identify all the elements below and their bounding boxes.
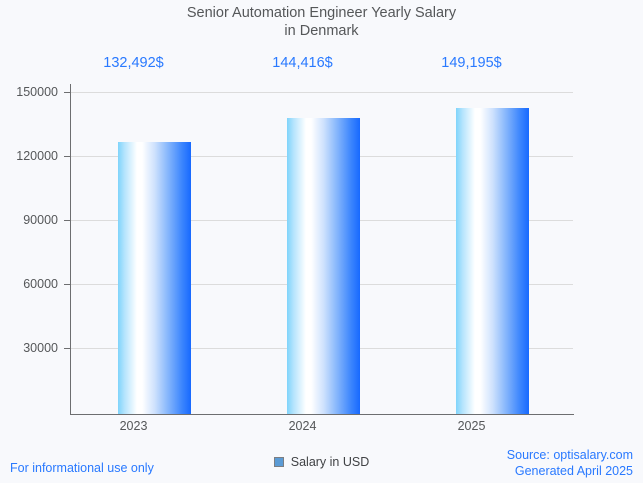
chart-title: Senior Automation Engineer Yearly Salary… (186, 5, 457, 39)
y-tick-mark (64, 348, 70, 350)
plot-area (71, 92, 573, 414)
x-axis-tick-label-2024: 2024 (288, 419, 317, 433)
data-label-2024: 144,416$ (272, 55, 333, 71)
gridline-150000 (71, 92, 573, 93)
y-tick-mark (64, 92, 70, 94)
x-axis-line (70, 413, 574, 415)
legend-item-label[interactable]: Salary in USD (290, 455, 370, 469)
y-tick-mark (64, 284, 70, 286)
y-axis-tick-label-90000: 90000 (23, 213, 58, 227)
bar-2024[interactable] (287, 117, 360, 414)
bar-2025[interactable] (456, 108, 529, 414)
x-axis-tick-label-2023: 2023 (119, 419, 148, 433)
data-label-2025: 149,195$ (441, 55, 502, 71)
x-axis-tick-label-2025: 2025 (457, 419, 486, 433)
legend-swatch-icon (273, 457, 284, 467)
disclaimer-text: For informational use only (10, 461, 154, 475)
data-label-2023: 132,492$ (103, 55, 164, 71)
chart-legend: Salary in USD (0, 455, 643, 469)
y-axis-tick-label-120000: 120000 (16, 149, 58, 163)
y-axis-line (70, 84, 72, 415)
y-axis-tick-label-60000: 60000 (23, 277, 58, 291)
bar-2023[interactable] (118, 142, 191, 414)
y-tick-mark (64, 156, 70, 158)
generated-line: Generated April 2025 (514, 464, 633, 478)
source-line: Source: optisalary.com (506, 448, 633, 462)
source-attribution: Source: optisalary.com Generated April 2… (507, 447, 633, 479)
y-tick-mark (64, 220, 70, 222)
y-axis-tick-label-150000: 150000 (16, 85, 58, 99)
y-axis-tick-label-30000: 30000 (23, 341, 58, 355)
